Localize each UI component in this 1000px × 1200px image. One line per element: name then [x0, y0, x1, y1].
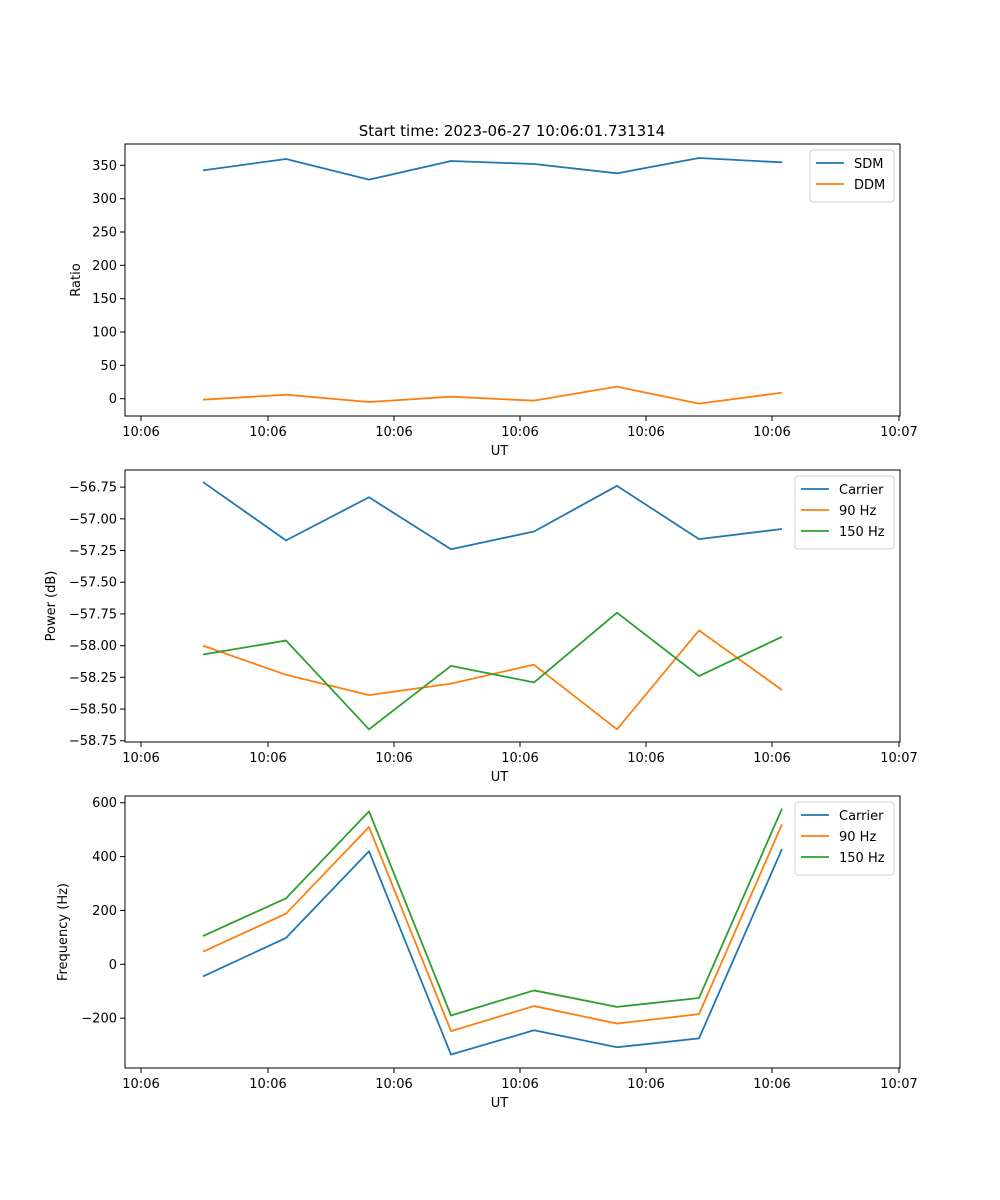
- x-tick-label: 10:06: [627, 1077, 664, 1092]
- legend-label: SDM: [854, 157, 883, 172]
- y-tick-label: −58.50: [69, 703, 117, 718]
- series-line-carrier: [202, 848, 783, 1056]
- subplot-1: 10:06 10:06 10:06 10:06 10:06 10:06 10:07 0 50 10…: [69, 143, 918, 459]
- y-axis-label: Frequency (Hz): [56, 883, 71, 981]
- axes-frame: [124, 795, 901, 1069]
- x-tick-label: 10:06: [753, 751, 790, 766]
- x-tick-label: 10:06: [122, 1077, 159, 1092]
- x-tick-label: 10:06: [627, 425, 664, 440]
- x-tick-label: 10:06: [501, 751, 538, 766]
- legend-label: DDM: [854, 178, 885, 193]
- legend-label: 90 Hz: [839, 504, 876, 519]
- legend-label: 150 Hz: [839, 525, 885, 540]
- y-tick-label: 150: [92, 292, 117, 307]
- subplot-2: 10:06 10:06 10:06 10:06 10:06 10:06 10:07 −58.7…: [44, 469, 918, 785]
- axes-frame: [124, 469, 901, 743]
- legend: Carrier 90 Hz 150 Hz: [794, 801, 895, 876]
- legend: Carrier 90 Hz 150 Hz: [794, 475, 895, 550]
- y-tick-label: 300: [92, 192, 117, 207]
- figure-title: Start time: 2023-06-27 10:06:01.731314: [359, 122, 665, 140]
- x-tick-label: 10:06: [501, 425, 538, 440]
- y-tick-label: −200: [81, 1012, 117, 1027]
- x-tick-label: 10:06: [249, 1077, 286, 1092]
- series-line-150-hz: [202, 808, 783, 1017]
- legend-label: Carrier: [839, 809, 884, 824]
- x-tick-label: 10:06: [753, 1077, 790, 1092]
- y-tick-label: 0: [109, 392, 117, 407]
- x-tick-label: 10:06: [122, 751, 159, 766]
- legend: SDM DDM: [809, 149, 895, 203]
- x-axis-label: UT: [491, 444, 509, 459]
- legend-label: Carrier: [839, 483, 884, 498]
- x-tick-label: 10:06: [375, 425, 412, 440]
- y-tick-label: 100: [92, 326, 117, 341]
- y-tick-label: 350: [92, 159, 117, 174]
- axes-frame: [124, 143, 901, 417]
- y-tick-label: −58.75: [69, 734, 117, 749]
- x-tick-label: 10:06: [249, 425, 286, 440]
- x-tick-label: 10:06: [375, 751, 412, 766]
- series-line-90-hz: [202, 823, 783, 1032]
- y-tick-label: −57.75: [69, 607, 117, 622]
- y-tick-label: −58.00: [69, 639, 117, 654]
- series-line-sdm: [202, 157, 783, 181]
- legend-label: 150 Hz: [839, 851, 885, 866]
- x-tick-label: 10:06: [753, 425, 790, 440]
- y-tick-label: 600: [92, 796, 117, 811]
- y-tick-label: 0: [109, 958, 117, 973]
- x-tick-label: 10:07: [880, 1077, 917, 1092]
- x-tick-label: 10:07: [880, 751, 917, 766]
- y-tick-label: −58.25: [69, 671, 117, 686]
- y-tick-label: 50: [100, 359, 117, 374]
- series-line-150-hz: [202, 611, 783, 731]
- x-axis-label: UT: [491, 770, 509, 785]
- y-tick-label: 250: [92, 226, 117, 241]
- series-line-ddm: [202, 385, 783, 405]
- x-tick-label: 10:06: [249, 751, 286, 766]
- y-tick-label: 200: [92, 904, 117, 919]
- y-tick-label: 400: [92, 850, 117, 865]
- x-tick-label: 10:06: [375, 1077, 412, 1092]
- subplots: 10:06 10:06 10:06 10:06 10:06 10:06 10:07 0 50 10…: [44, 143, 918, 1111]
- x-tick-label: 10:06: [501, 1077, 538, 1092]
- x-tick-label: 10:07: [880, 425, 917, 440]
- y-tick-label: −57.25: [69, 544, 117, 559]
- x-axis-label: UT: [491, 1096, 509, 1111]
- series-line-carrier: [202, 481, 783, 551]
- subplot-3: 10:06 10:06 10:06 10:06 10:06 10:06 10:07 −200 0…: [56, 795, 918, 1111]
- y-tick-label: 200: [92, 259, 117, 274]
- y-axis-label: Power (dB): [44, 571, 59, 642]
- legend-label: 90 Hz: [839, 830, 876, 845]
- x-tick-label: 10:06: [627, 751, 664, 766]
- y-tick-label: −57.50: [69, 576, 117, 591]
- y-tick-label: −57.00: [69, 512, 117, 527]
- x-tick-label: 10:06: [122, 425, 159, 440]
- y-axis-label: Ratio: [69, 263, 84, 296]
- y-tick-label: −56.75: [69, 481, 117, 496]
